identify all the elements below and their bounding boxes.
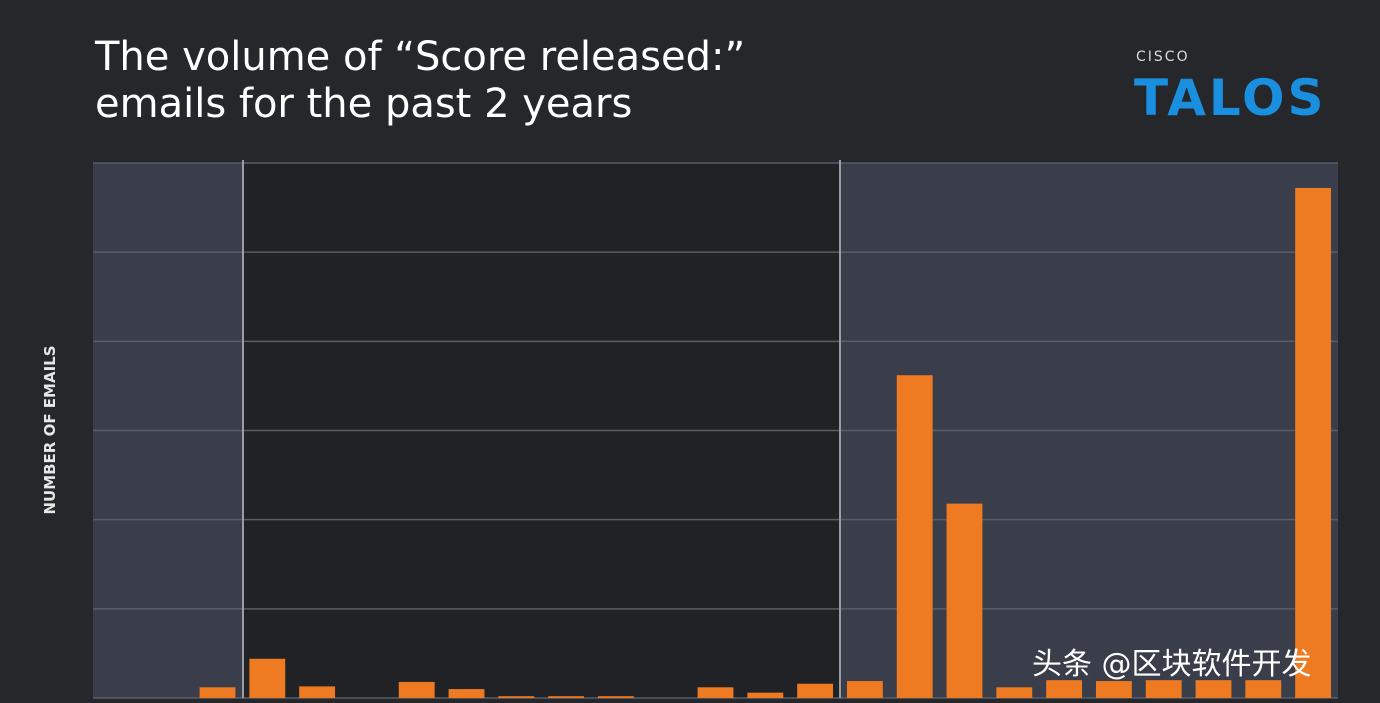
- bar: [398, 681, 435, 698]
- bar: [498, 696, 535, 698]
- chart-title: emails for the past 2 years: [95, 81, 632, 127]
- bar: [1095, 681, 1132, 698]
- watermark: 头条 @区块软件开发: [1032, 647, 1312, 682]
- y-axis-label: NUMBER OF EMAILS: [41, 345, 59, 514]
- logo-name: TALOS: [1134, 69, 1327, 127]
- bar: [448, 689, 485, 698]
- bar: [896, 375, 933, 698]
- bar: [199, 687, 236, 698]
- bar: [299, 686, 336, 698]
- bar: [1145, 680, 1182, 698]
- bar: [548, 696, 585, 698]
- bar: [846, 681, 883, 698]
- bar: [946, 503, 983, 698]
- bar: [697, 687, 734, 698]
- bar: [797, 683, 834, 698]
- logo-brand: CISCO: [1136, 49, 1190, 65]
- bar: [747, 692, 784, 698]
- bar: [249, 658, 286, 698]
- bar: [1295, 187, 1332, 698]
- bar: [597, 696, 634, 698]
- bar: [1245, 680, 1282, 698]
- bar: [1195, 680, 1232, 698]
- bar: [1046, 680, 1083, 698]
- chart-title: The volume of “Score released:”: [94, 34, 745, 80]
- bar: [996, 687, 1033, 698]
